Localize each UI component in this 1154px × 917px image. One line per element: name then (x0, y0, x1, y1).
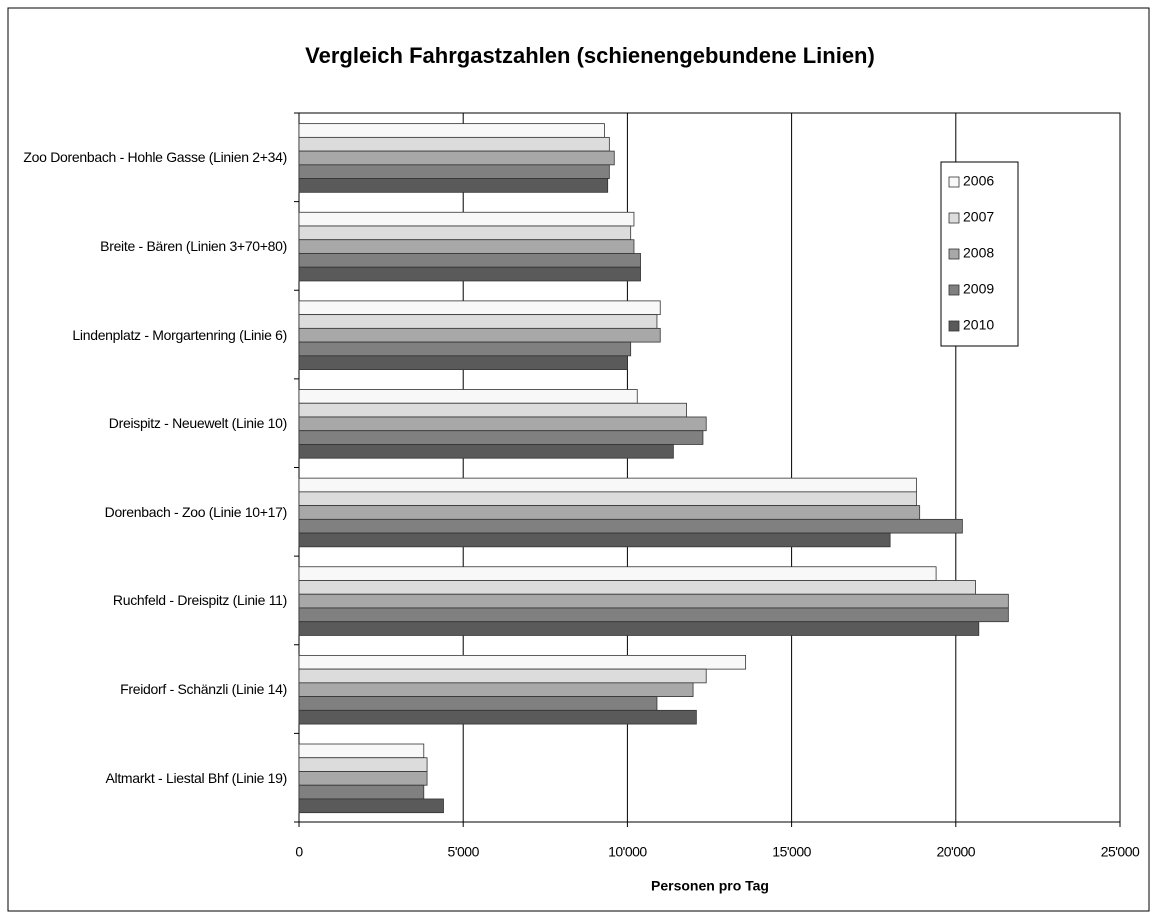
bar (298, 211, 635, 227)
bar (298, 518, 963, 534)
y-tick-label: Breite - Bären (Linien 3+70+80) (100, 237, 287, 254)
bar (298, 444, 674, 459)
bar (298, 566, 937, 581)
legend-label: 2007 (963, 209, 994, 225)
legend-label: 2006 (963, 173, 994, 189)
bar (298, 178, 609, 193)
y-tick-label: Lindenplatz - Morgartenring (Linie 6) (72, 326, 287, 343)
x-tick-label: 10'000 (608, 844, 647, 860)
bar (298, 654, 747, 670)
legend-label: 2010 (963, 317, 994, 333)
bar (298, 389, 638, 404)
bar (298, 593, 1009, 609)
bar (298, 757, 428, 772)
bar (298, 402, 687, 418)
bar (298, 164, 610, 179)
x-axis-label: Personen pro Tag (651, 878, 769, 894)
x-tick-label: 25'000 (1101, 844, 1140, 860)
bar (298, 491, 917, 507)
bar (298, 416, 707, 432)
bar (298, 580, 976, 595)
bar (298, 771, 428, 786)
legend-swatch (948, 284, 960, 296)
bar (298, 355, 628, 370)
bar (298, 505, 921, 520)
bar (298, 682, 694, 697)
legend-label: 2009 (963, 281, 994, 297)
legend-swatch (948, 248, 960, 260)
x-tick-label: 5'000 (448, 844, 480, 860)
y-tick-label: Freidorf - Schänzli (Linie 14) (120, 681, 287, 698)
bar (298, 136, 610, 152)
legend-swatch (948, 320, 960, 332)
bar (298, 150, 615, 166)
bar (298, 743, 425, 759)
y-tick-label: Zoo Dorenbach - Hohle Gasse (Linien 2+34… (23, 149, 287, 166)
bar (298, 696, 658, 711)
bar (298, 123, 605, 138)
bar (298, 253, 641, 268)
x-tick-label: 0 (295, 844, 303, 860)
y-tick-label: Ruchfeld - Dreispitz (Linie 11) (112, 592, 287, 609)
bar (298, 327, 661, 343)
legend-label: 2008 (963, 245, 994, 261)
x-tick-label: 20'000 (936, 844, 975, 860)
x-tick-label: 15'000 (772, 844, 811, 860)
bar (298, 798, 444, 814)
bar (298, 709, 697, 725)
bar (298, 300, 661, 316)
bar (298, 532, 891, 548)
legend-swatch (948, 176, 960, 188)
y-tick-label: Dreispitz - Neuewelt (Linie 10) (108, 415, 288, 432)
bar (298, 239, 635, 254)
bar (298, 607, 1009, 623)
bar (298, 314, 658, 329)
bar (298, 225, 632, 241)
bar (298, 477, 917, 493)
bar (298, 621, 980, 636)
y-tick-label: Altmarkt - Liestal Bhf (Linie 19) (105, 769, 287, 786)
bar (298, 430, 704, 445)
bar (298, 266, 641, 282)
bar (298, 784, 425, 800)
bar (298, 341, 632, 357)
chart-title: Vergleich Fahrgastzahlen (schienengebund… (305, 43, 875, 68)
y-tick-label: Dorenbach - Zoo (Linie 10+17) (104, 503, 288, 520)
bar (298, 668, 707, 684)
legend-swatch (948, 212, 960, 224)
